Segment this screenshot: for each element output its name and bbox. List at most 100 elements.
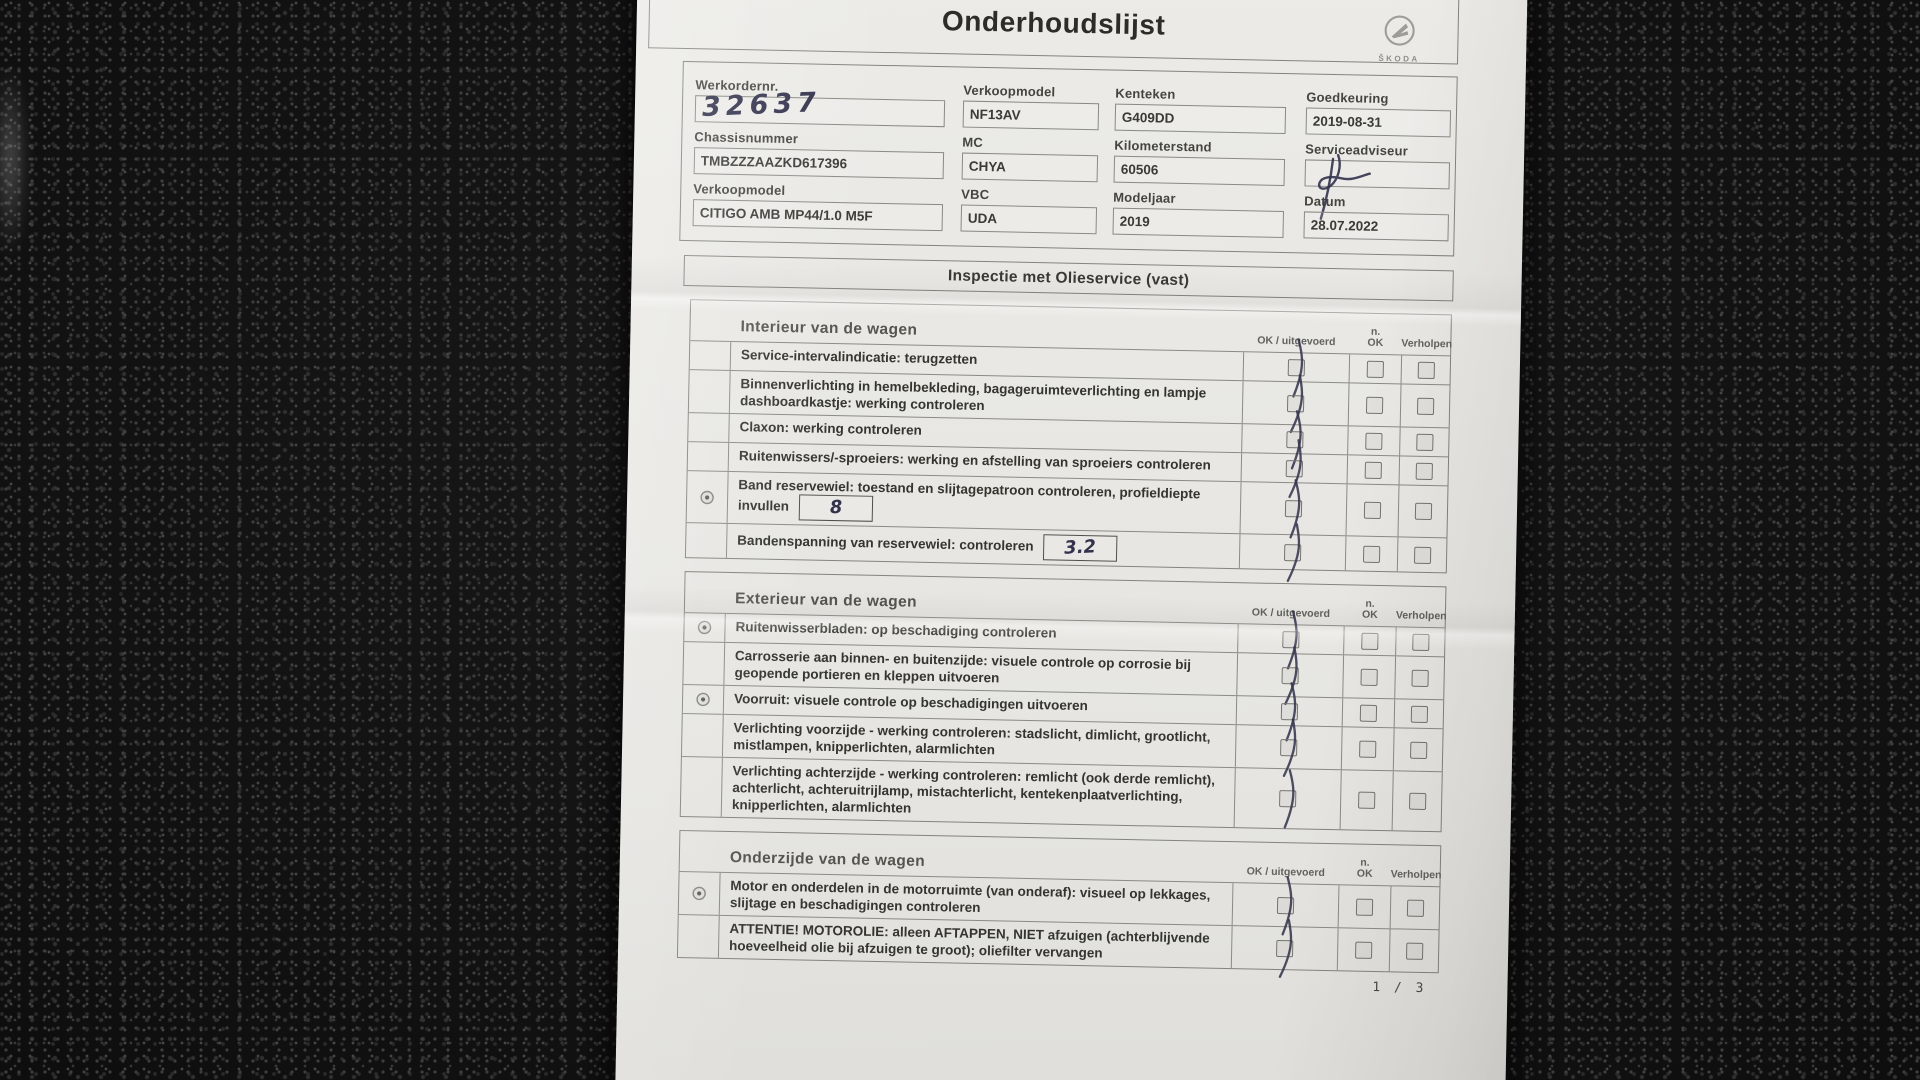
pen-checkmark-icon <box>1290 409 1302 470</box>
field-label: Chassisnummer <box>694 129 799 147</box>
field-label: Goedkeuring <box>1306 89 1389 107</box>
service-type-label: Inspectie met Olieservice (vast) <box>947 266 1190 289</box>
checkbox-ok <box>1282 609 1300 669</box>
checkbox-verholpen <box>1414 502 1432 521</box>
pen-checkmark-icon <box>1278 918 1293 978</box>
checkbox-ok <box>1280 681 1299 741</box>
checkbox-verholpen <box>1413 546 1431 564</box>
checkbox-cell-verholpen <box>1394 656 1445 700</box>
field-label: VBC <box>961 186 990 203</box>
checkbox-nok <box>1364 461 1382 479</box>
inspection-eye-icon <box>696 692 710 707</box>
form-field: Modeljaar 2019 <box>1112 190 1304 239</box>
pen-checkmark-icon <box>1286 609 1298 669</box>
row-description-text: Voorruit: visuele controle op beschadigi… <box>733 691 1088 714</box>
checkbox-cell-verholpen <box>1397 485 1448 538</box>
column-header-nok-line2: OK <box>1367 336 1384 350</box>
checkbox-nok <box>1363 501 1382 520</box>
checkbox-nok <box>1359 704 1378 722</box>
checkbox-cell-verholpen <box>1392 728 1443 772</box>
column-header-verholpen: Verholpen <box>1395 609 1447 623</box>
inline-value-box: 3.2 <box>1043 534 1118 562</box>
row-description-text: Bandenspanning van reservewiel: controle… <box>737 532 1034 554</box>
checkbox-cell-ok <box>1240 438 1348 498</box>
row-margin <box>690 341 731 370</box>
row-margin <box>688 413 729 442</box>
handwritten-inline-value: 3.2 <box>1064 535 1097 559</box>
checkbox-ok <box>1276 875 1295 935</box>
checkbox-ok <box>1286 409 1304 470</box>
row-description-text: Verlichting voorzijde - werking controle… <box>733 720 1211 758</box>
checkbox-cell-nok <box>1340 727 1394 771</box>
field-value-box: CHYA <box>961 152 1099 183</box>
inspection-eye-icon <box>697 620 712 635</box>
row-margin <box>686 523 727 558</box>
row-description-text: Service-intervalindicatie: terugzetten <box>740 347 978 367</box>
checkbox-ok <box>1280 717 1298 777</box>
checklist-section: Exterieur van de wagen OK / uitgevoerd n. O… <box>679 571 1447 833</box>
form-field: Chassisnummer TMBZZZAAZKD617396 <box>693 129 963 180</box>
field-value: 2019 <box>1119 213 1150 230</box>
checklist-row: Motor en onderdelen in de motorruimte (v… <box>678 871 1440 935</box>
form-field: VBC UDA <box>960 186 1114 235</box>
checklist-section: Onderzijde van de wagen OK / uitgevoerd n.… <box>676 830 1442 978</box>
checkbox-cell-nok <box>1347 426 1400 456</box>
row-margin <box>689 370 730 413</box>
field-value-box: 60506 <box>1113 155 1286 187</box>
field-value-box: 2019 <box>1112 207 1284 239</box>
checkbox-cell-ok <box>1242 337 1350 398</box>
pen-checkmark-icon <box>1281 875 1293 935</box>
checkbox-nok <box>1360 668 1378 686</box>
field-value-box: NF13AV <box>962 100 1100 131</box>
pen-checkmark-icon <box>1286 522 1301 582</box>
checkbox-cell-nok <box>1337 885 1391 929</box>
checkbox-nok <box>1365 396 1384 414</box>
form-field: MC CHYA <box>961 135 1115 183</box>
column-header-nok-line2: OK <box>1356 867 1373 880</box>
row-margin <box>688 442 729 471</box>
checkbox-verholpen <box>1410 705 1428 723</box>
checkbox-nok <box>1362 545 1381 563</box>
row-description: ATTENTIE! MOTOROLIE: alleen AFTAPPEN, NI… <box>717 915 1232 969</box>
form-row: Chassisnummer TMBZZZAAZKD617396 MC CHYA Kilo… <box>693 129 1456 220</box>
field-value-box: UDA <box>960 204 1098 235</box>
checkbox-cell-nok <box>1347 383 1401 427</box>
checkbox-verholpen <box>1410 669 1429 687</box>
checkbox-ok <box>1279 769 1297 829</box>
form-field: Serviceadviseur <box>1304 141 1462 220</box>
checkbox-cell-ok <box>1239 479 1347 539</box>
checkbox-cell-ok <box>1230 918 1338 978</box>
checklist-row: Claxon: werking controleren <box>688 409 1449 470</box>
checkbox-cell-nok <box>1344 536 1398 572</box>
checkbox-cell-nok <box>1336 928 1390 972</box>
checkbox-cell-ok <box>1233 768 1341 830</box>
checkbox-cell-nok <box>1345 484 1399 537</box>
document-title: Onderhoudslijst <box>941 5 1166 41</box>
field-value: NF13AV <box>969 106 1021 123</box>
checkbox-verholpen <box>1409 741 1427 759</box>
field-value: 60506 <box>1120 161 1159 178</box>
checkbox-cell-ok <box>1234 717 1342 777</box>
form-row: Werkordernr. 32637 Verkoopmodel NF13AV Kente… <box>694 77 1457 138</box>
field-value: TMBZZZAAZKD617396 <box>700 153 848 172</box>
checkbox-verholpen <box>1417 361 1435 379</box>
checkbox-ok <box>1284 479 1303 539</box>
row-margin <box>682 714 723 757</box>
row-margin <box>683 685 724 714</box>
checkbox-verholpen <box>1415 462 1433 480</box>
checkbox-cell-verholpen <box>1391 771 1442 832</box>
document-header: Onderhoudslijst ŠKODA <box>648 0 1460 65</box>
checkbox-cell-ok <box>1231 875 1339 935</box>
checkbox-verholpen <box>1416 397 1434 415</box>
checkbox-ok <box>1281 645 1299 705</box>
checkbox-ok <box>1276 918 1294 978</box>
checkbox-cell-verholpen <box>1388 929 1439 973</box>
photo-edge-smudge <box>0 20 34 300</box>
checkbox-verholpen <box>1405 942 1423 960</box>
field-value-box: 32637 <box>694 87 946 128</box>
checklist-sections: Interieur van de wagen OK / uitgevoerd n. O… <box>618 298 1521 978</box>
row-margin <box>687 471 728 523</box>
field-value-box: CITIGO AMB MP44/1.0 M5F <box>692 199 944 232</box>
form-field: Goedkeuring 2019-08-31 <box>1305 89 1464 138</box>
